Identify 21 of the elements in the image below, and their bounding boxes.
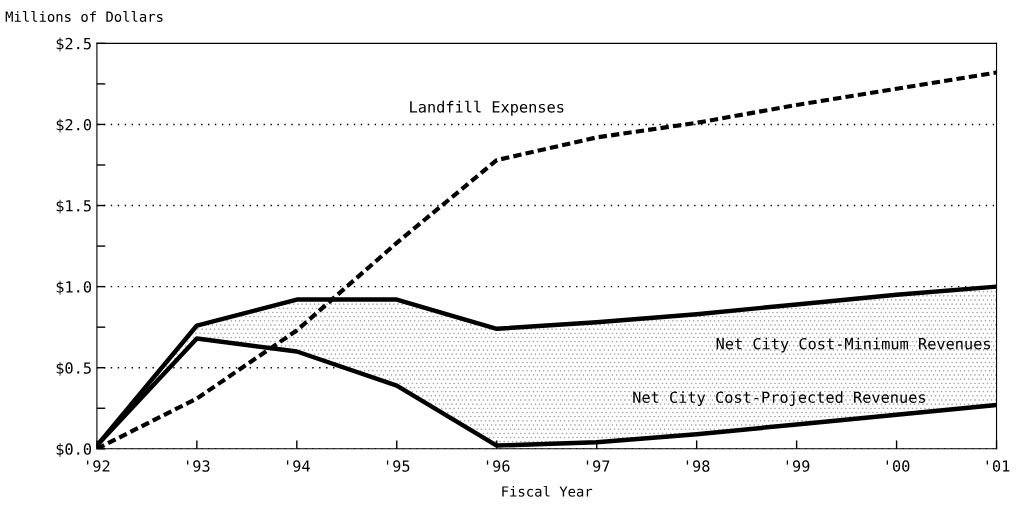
x-tick-label: '01 bbox=[986, 460, 1010, 472]
y-axis-title: Millions of Dollars bbox=[5, 11, 163, 22]
series-label: Landfill Expenses bbox=[410, 100, 564, 116]
x-axis-title: Fiscal Year bbox=[502, 485, 593, 497]
y-tick-label: $1.0 bbox=[56, 280, 92, 295]
x-tick-label: '94 bbox=[286, 460, 310, 472]
y-tick-label: $1.5 bbox=[56, 199, 91, 214]
x-tick-label: '92 bbox=[87, 460, 110, 472]
y-tick-label: $0.5 bbox=[56, 361, 91, 376]
series-label: Net City Cost-Projected Revenues bbox=[633, 391, 926, 406]
y-tick-label: $2.0 bbox=[56, 118, 92, 133]
x-tick-label: '97 bbox=[586, 460, 610, 472]
x-tick-label: '96 bbox=[486, 460, 510, 472]
y-tick-label: $0.0 bbox=[56, 443, 92, 457]
x-tick-label: '95 bbox=[386, 460, 410, 472]
x-tick-label: '00 bbox=[886, 460, 910, 472]
series-label: Net City Cost-Minimum Revenues bbox=[716, 337, 991, 353]
y-tick-label: $2.5 bbox=[56, 37, 91, 52]
x-tick-label: '98 bbox=[686, 460, 710, 472]
x-tick-label: '93 bbox=[187, 460, 210, 472]
x-tick-label: '99 bbox=[786, 460, 810, 472]
